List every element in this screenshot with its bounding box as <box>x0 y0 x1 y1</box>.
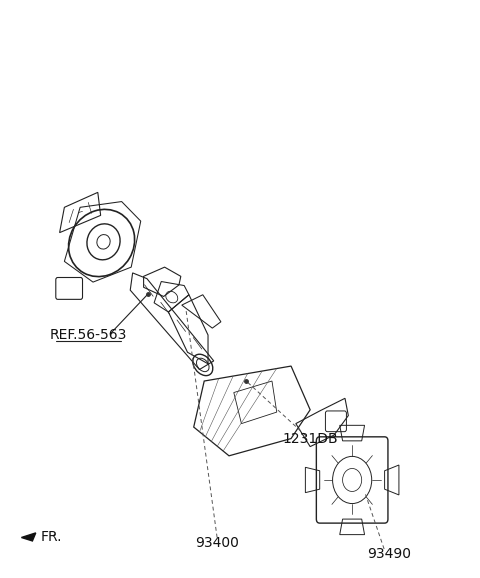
Text: 93490: 93490 <box>367 547 411 561</box>
Text: FR.: FR. <box>40 531 62 544</box>
Text: REF.56-563: REF.56-563 <box>49 328 127 342</box>
Polygon shape <box>22 533 36 541</box>
Text: 93400: 93400 <box>195 536 239 550</box>
Text: 1231DB: 1231DB <box>283 432 338 446</box>
